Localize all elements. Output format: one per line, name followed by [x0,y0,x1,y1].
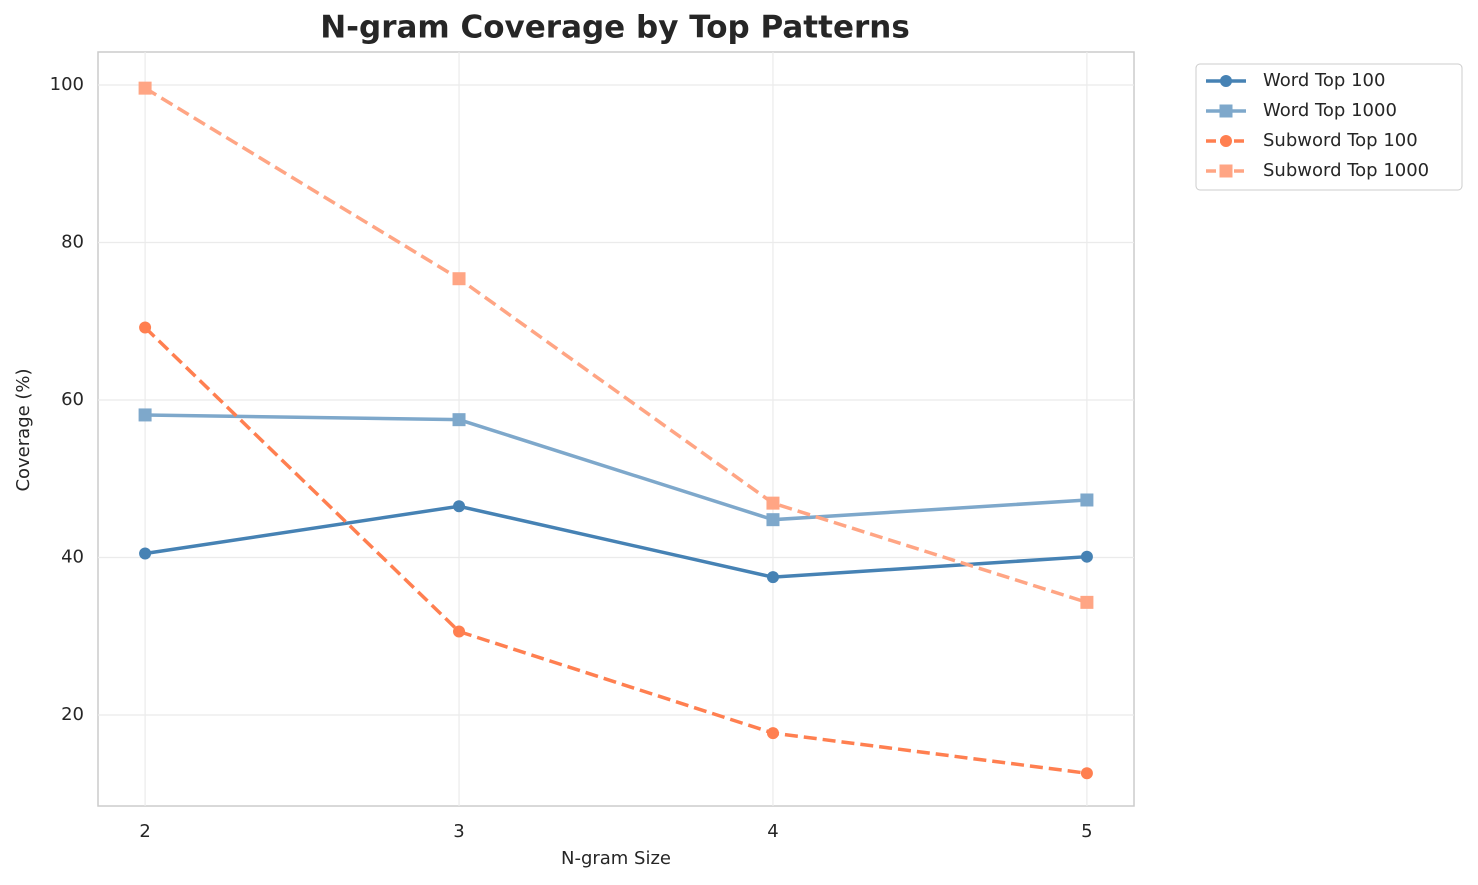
marker [1080,493,1094,507]
y-tick-label: 60 [61,389,84,410]
legend-label: Word Top 100 [1263,70,1385,91]
legend [1195,63,1463,191]
x-tick-label: 2 [139,821,150,842]
marker [453,500,466,513]
y-tick-label: 100 [50,74,84,95]
marker [139,321,152,334]
y-tick-label: 40 [61,546,84,567]
chart-title: N-gram Coverage by Top Patterns [320,10,910,46]
marker [1219,164,1233,178]
plot-area [97,51,1135,807]
y-axis-label: Coverage (%) [13,368,34,491]
series-line [144,86,1088,605]
legend-label: Subword Top 1000 [1263,160,1429,181]
y-tick-label: 20 [61,704,84,725]
legend-label: Word Top 1000 [1263,100,1397,121]
series-line [143,326,1088,775]
marker [452,272,466,286]
marker [452,413,466,427]
marker [1220,75,1232,87]
marker [766,727,779,740]
marker [1220,135,1232,147]
marker [138,81,152,95]
lines [138,81,1094,780]
marker [1219,104,1233,118]
marker [766,571,779,584]
marker [1080,550,1093,563]
x-tick-label: 5 [1081,821,1092,842]
legend-items: Word Top 100 Word Top 1000 Subword Top 100… [1206,70,1429,181]
series-line [144,504,1088,579]
grid [98,52,1134,806]
marker [766,496,780,510]
series-line [145,413,1088,522]
marker [766,513,780,527]
marker [138,408,152,422]
x-axis-label: N-gram Size [561,848,671,869]
marker [453,625,466,638]
marker [1080,767,1093,780]
marker [1080,595,1094,609]
legend-label: Subword Top 100 [1263,130,1418,151]
y-tick-label: 80 [61,231,84,252]
x-tick-label: 4 [767,821,778,842]
marker [139,547,152,560]
x-tick-label: 3 [453,821,464,842]
